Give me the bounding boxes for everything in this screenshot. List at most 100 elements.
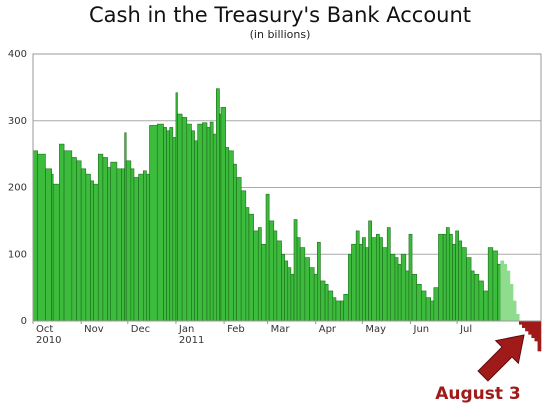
bar — [107, 167, 111, 322]
bar — [455, 230, 459, 322]
bar — [343, 293, 349, 322]
bar — [473, 273, 480, 322]
bar — [487, 247, 494, 322]
x-tick-label: Jun — [413, 324, 430, 335]
bar — [358, 243, 363, 322]
bar — [425, 297, 432, 322]
bar — [416, 283, 422, 322]
bar — [273, 230, 278, 322]
bar — [110, 161, 118, 322]
x-year-label: 2011 — [179, 335, 204, 346]
bar — [37, 153, 46, 322]
x-tick-label: Oct — [36, 324, 53, 335]
bar — [442, 233, 447, 322]
bar — [365, 247, 369, 322]
bar — [71, 157, 77, 322]
bar — [316, 241, 321, 322]
bar — [59, 143, 65, 322]
bar — [433, 287, 439, 322]
bar — [186, 123, 192, 322]
annotation-arrow — [477, 334, 525, 382]
bar — [261, 243, 267, 322]
bar — [268, 220, 275, 322]
bar — [525, 320, 529, 332]
bar — [63, 150, 73, 322]
bar — [281, 253, 285, 322]
bar — [335, 300, 341, 322]
bar — [97, 153, 104, 322]
bar — [90, 180, 94, 322]
bar — [191, 130, 195, 322]
bar — [324, 283, 329, 322]
bar — [85, 173, 91, 322]
bar — [362, 237, 366, 322]
bar — [290, 273, 295, 322]
chart-subtitle: (in billions) — [250, 28, 311, 41]
bar — [156, 123, 164, 322]
bar — [169, 127, 174, 322]
bar — [220, 107, 226, 322]
bar — [296, 237, 301, 322]
bar — [522, 320, 526, 328]
bar — [327, 290, 334, 322]
bar — [32, 150, 38, 322]
bar — [340, 300, 345, 322]
bar — [503, 263, 508, 322]
x-tick-label: May — [365, 324, 386, 335]
bar — [411, 273, 418, 322]
bar — [149, 125, 158, 322]
bar — [408, 233, 413, 322]
bar — [382, 247, 388, 322]
bar — [368, 220, 372, 322]
x-year-label: 2010 — [36, 335, 61, 346]
bar — [390, 253, 396, 322]
bar — [194, 140, 198, 322]
bar — [405, 270, 410, 322]
bar — [125, 160, 132, 322]
bar — [379, 237, 383, 322]
bar — [102, 157, 108, 322]
bar — [430, 300, 435, 322]
bar — [320, 280, 326, 322]
x-tick-label: Apr — [319, 324, 337, 335]
bar — [197, 123, 203, 322]
bar — [421, 290, 427, 322]
bar — [45, 168, 52, 322]
bar — [371, 237, 377, 322]
bar — [332, 297, 337, 322]
bar — [248, 213, 254, 322]
bar — [458, 240, 463, 322]
bar — [386, 227, 391, 322]
bar — [449, 233, 453, 322]
y-tick-label: 400 — [8, 49, 27, 60]
x-tick-label: Dec — [131, 324, 150, 335]
bar — [121, 168, 125, 322]
bar — [216, 88, 220, 322]
x-tick-label: Jan — [178, 324, 194, 335]
bar — [240, 190, 247, 322]
y-tick-label: 100 — [8, 249, 27, 260]
annotation-label: August 3 — [435, 384, 521, 404]
y-tick-label: 200 — [8, 183, 27, 194]
y-tick-label: 0 — [21, 316, 27, 327]
bar — [225, 147, 230, 322]
bar — [309, 267, 315, 322]
bar — [212, 133, 217, 322]
bar — [478, 280, 484, 322]
bar — [528, 320, 532, 335]
bar — [93, 183, 99, 322]
bar — [531, 320, 536, 338]
bar — [265, 193, 270, 322]
bar — [397, 263, 402, 322]
bar — [163, 127, 167, 322]
bar — [299, 247, 306, 322]
bar — [138, 173, 144, 322]
bar — [228, 150, 234, 322]
bar — [438, 233, 444, 322]
bar — [116, 168, 122, 322]
x-tick-label: Feb — [227, 324, 245, 335]
y-tick-label: 300 — [8, 116, 27, 127]
bar — [233, 163, 237, 322]
bar — [276, 240, 282, 322]
